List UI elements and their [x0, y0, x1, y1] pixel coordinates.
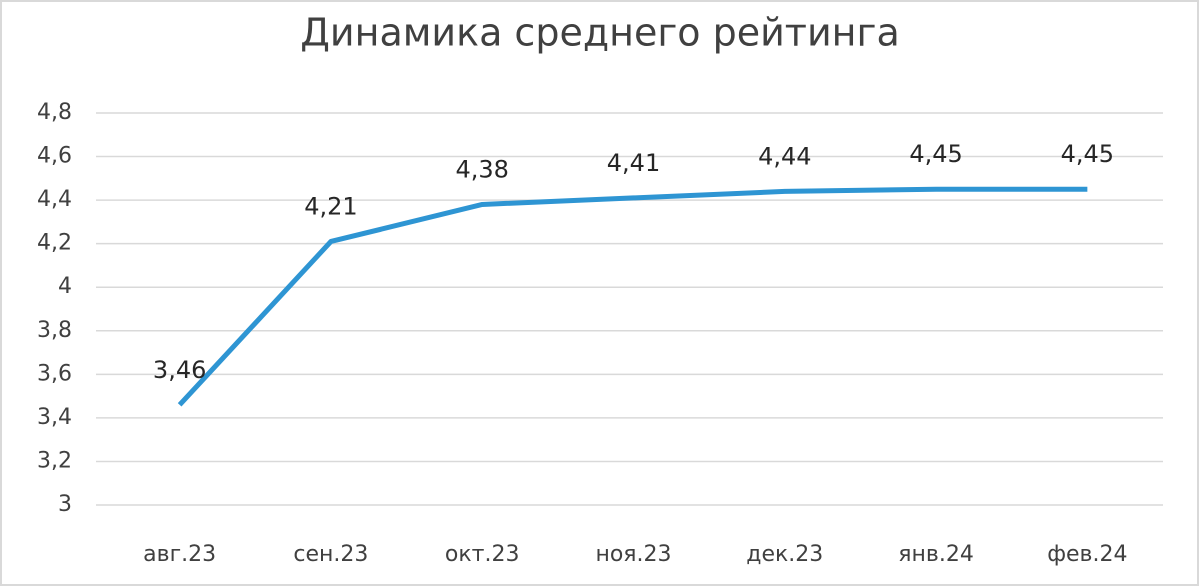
data-label: 4,45 [909, 140, 962, 168]
x-tick-label: ноя.23 [595, 542, 671, 567]
y-tick-label: 3,6 [37, 361, 72, 386]
y-tick-label: 4,6 [37, 144, 72, 169]
y-tick-label: 4 [58, 274, 72, 299]
data-label: 4,21 [304, 192, 357, 220]
x-tick-label: окт.23 [445, 542, 520, 567]
data-label: 4,45 [1061, 140, 1114, 168]
x-tick-label: сен.23 [293, 542, 368, 567]
x-tick-label: дек.23 [746, 542, 823, 567]
x-tick-label: авг.23 [143, 542, 216, 567]
chart-title: Динамика среднего рейтинга [300, 11, 900, 55]
x-tick-label: фев.24 [1047, 542, 1127, 567]
data-label: 4,38 [455, 155, 508, 183]
y-tick-label: 3,8 [37, 318, 72, 343]
data-label: 3,46 [153, 356, 206, 384]
y-tick-label: 4,4 [37, 187, 72, 212]
y-tick-label: 3,4 [37, 405, 72, 430]
y-tick-label: 4,8 [37, 100, 72, 125]
x-tick-label: янв.24 [898, 542, 974, 567]
data-line [177, 186, 1088, 407]
y-tick-label: 3,2 [37, 448, 72, 473]
data-label: 4,41 [607, 149, 660, 177]
y-tick-label: 3 [58, 492, 72, 517]
y-tick-label: 4,2 [37, 231, 72, 256]
data-label: 4,44 [758, 142, 811, 170]
